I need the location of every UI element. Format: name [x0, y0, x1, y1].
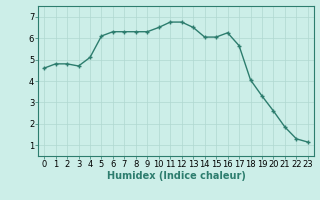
- X-axis label: Humidex (Indice chaleur): Humidex (Indice chaleur): [107, 171, 245, 181]
